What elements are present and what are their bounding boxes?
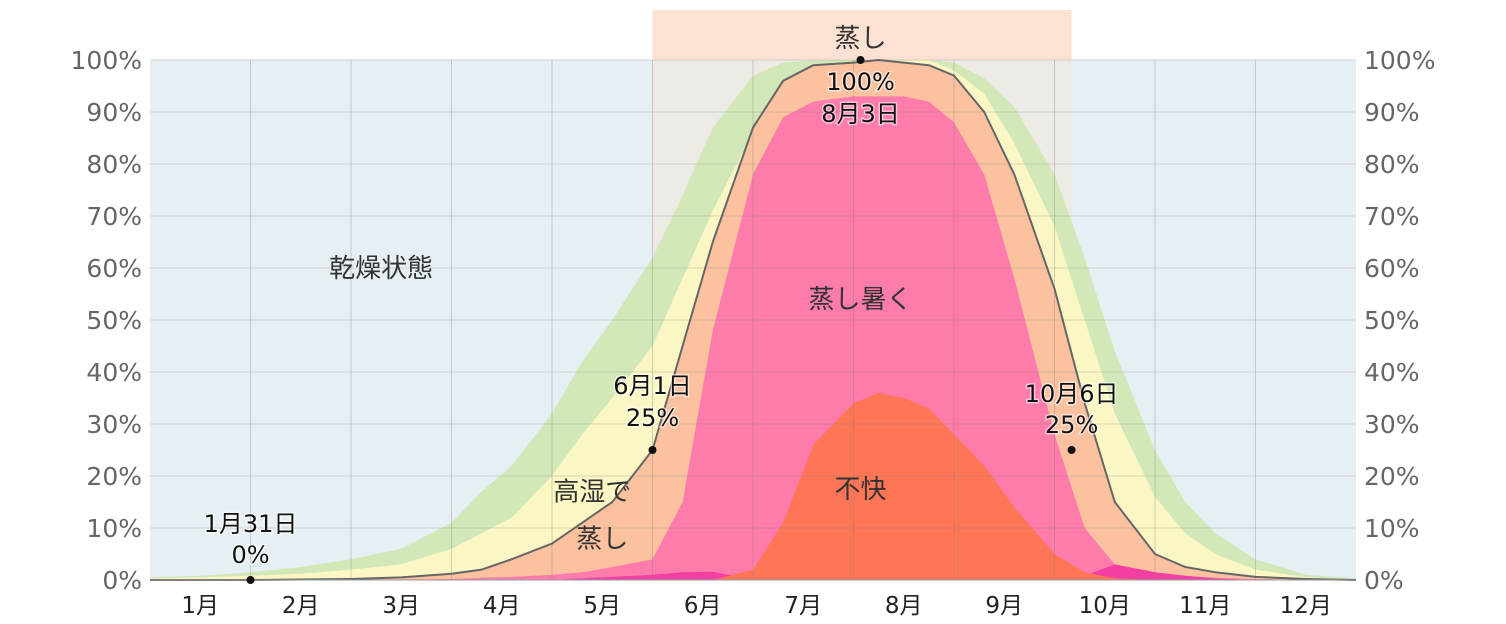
y-tick-label-left: 0%	[102, 566, 142, 595]
y-tick-label-right: 80%	[1364, 150, 1420, 179]
area-pink	[150, 96, 1356, 581]
zone-label-humid2: 蒸し	[576, 524, 628, 554]
axis-layer: 0% 0% 10% 10% 20% 20% 30% 30% 40% 40% 50% 50% 60% 60%…	[71, 46, 1436, 619]
annotation-date: 6月1日	[613, 372, 692, 400]
annotation-date: 1月31日	[204, 510, 298, 538]
y-tick-label-left: 60%	[86, 254, 142, 283]
annotation-dot	[648, 446, 657, 454]
annotation-value: 25%	[626, 404, 679, 432]
y-tick-label-left: 40%	[86, 358, 142, 387]
month-label: 12月	[1280, 593, 1332, 619]
y-tick-label-right: 100%	[1364, 46, 1435, 75]
y-tick-label-right: 40%	[1364, 358, 1420, 387]
y-tick-label-right: 30%	[1364, 410, 1420, 439]
annotation-value: 25%	[1045, 411, 1098, 439]
month-label: 1月	[181, 593, 219, 619]
month-label: 10月	[1079, 593, 1131, 619]
total-line	[150, 59, 1357, 581]
annotation-dot	[246, 576, 255, 584]
area-magenta	[150, 564, 1356, 580]
month-label: 8月	[885, 593, 923, 619]
annotation-date: 8月3日	[821, 100, 900, 128]
annotation-dot	[856, 56, 865, 64]
month-label: 7月	[784, 593, 822, 619]
y-tick-label-right: 50%	[1364, 306, 1420, 335]
y-tick-label-left: 50%	[86, 306, 142, 335]
zone-label-uncomfortable: 不快	[835, 475, 887, 505]
y-tick-label-left: 90%	[86, 98, 142, 127]
annotation-date: 10月6日	[1025, 380, 1119, 408]
zone-label-humid1: 高湿で	[553, 478, 631, 508]
y-tick-label-right: 0%	[1364, 566, 1404, 595]
y-tick-label-right: 70%	[1364, 202, 1420, 231]
month-label: 9月	[985, 593, 1023, 619]
y-tick-label-left: 10%	[86, 514, 142, 543]
zone-label-dry: 乾燥状態	[329, 254, 433, 284]
month-label: 4月	[483, 593, 521, 619]
y-tick-label-right: 10%	[1364, 514, 1420, 543]
zone-label-muggy: 蒸し暑く	[809, 285, 913, 315]
y-tick-label-right: 90%	[1364, 98, 1420, 127]
month-label: 3月	[382, 593, 420, 619]
y-tick-label-right: 60%	[1364, 254, 1420, 283]
band-label: 蒸し	[835, 24, 887, 54]
y-tick-label-left: 30%	[86, 410, 142, 439]
highlight-band-header	[652, 10, 1072, 60]
month-label: 5月	[583, 593, 621, 619]
y-tick-label-right: 20%	[1364, 462, 1420, 491]
annotation-value: 0%	[231, 541, 269, 569]
month-label: 11月	[1179, 593, 1231, 619]
y-tick-label-left: 100%	[71, 46, 142, 75]
annotation-value: 100%	[826, 68, 895, 96]
area-layer	[150, 60, 1356, 581]
line-layer	[150, 59, 1357, 581]
annotation-dot	[1067, 446, 1076, 454]
y-tick-label-left: 20%	[86, 462, 142, 491]
month-label: 6月	[684, 593, 722, 619]
month-label: 2月	[282, 593, 320, 619]
y-tick-label-left: 70%	[86, 202, 142, 231]
annotation-layer: 1月31日 0% 6月1日 25% 100% 8月3日 10月6日 25%	[202, 56, 1120, 584]
y-tick-label-left: 80%	[86, 150, 142, 179]
